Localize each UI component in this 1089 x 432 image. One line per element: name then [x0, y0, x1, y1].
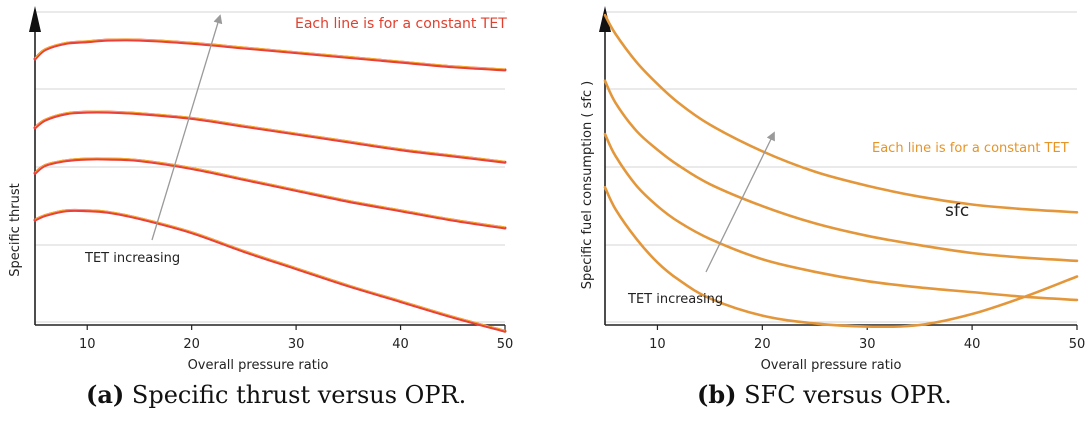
y-axis-label-b: Specific fuel consumption ( sfc ) [580, 81, 595, 290]
caption-a: (a) Specific thrust versus OPR. [86, 380, 466, 409]
series-group-b [603, 13, 1079, 329]
series-line-a-1 [33, 38, 507, 72]
x-tick-label-a-20: 20 [183, 337, 200, 352]
x-tick-label-b-50: 50 [1069, 337, 1086, 352]
y-axis-arrowhead-b [599, 6, 611, 32]
x-tick-label-a-50: 50 [497, 337, 514, 352]
series-highlight-a-1 [34, 38, 506, 70]
y-axis-label-a: Specific thrust [8, 183, 23, 277]
x-tick-label-a-40: 40 [392, 337, 409, 352]
series-line-a-2 [33, 110, 507, 164]
caption-b: (b) SFC versus OPR. [697, 380, 952, 409]
caption-a-text: Specific thrust versus OPR. [131, 381, 467, 409]
x-tick-label-b-10: 10 [649, 337, 666, 352]
series-group-a [33, 38, 507, 333]
x-ticks-a: 10 20 30 40 50 [79, 325, 513, 352]
caption-a-prefix: (a) [86, 380, 125, 409]
grid-a [35, 11, 505, 323]
tet-arrow-b [705, 131, 775, 273]
series-highlight-a-3 [34, 157, 506, 228]
sfc-curve-label: sfc [945, 201, 969, 221]
tet-increasing-label-a: TET increasing [84, 251, 180, 266]
series-line-b-2 [603, 79, 1079, 263]
series-line-a-4 [33, 208, 507, 333]
constant-tet-note-b: Each line is for a constant TET [872, 141, 1069, 156]
tet-increasing-label-b: TET increasing [627, 292, 723, 307]
caption-b-prefix: (b) [697, 380, 737, 409]
y-axis-arrowhead-a [29, 6, 41, 32]
series-line-b-1 [603, 13, 1079, 214]
series-line-b-3 [603, 132, 1079, 302]
constant-tet-note-a: Each line is for a constant TET [295, 16, 507, 32]
x-axis-label-b: Overall pressure ratio [761, 358, 902, 373]
x-tick-label-a-30: 30 [288, 337, 305, 352]
x-axis-label-a: Overall pressure ratio [188, 358, 329, 373]
chart-a: 10 20 30 40 50 Overall pressure ratio Specif… [8, 6, 513, 373]
grid-b [605, 11, 1077, 323]
series-highlight-a-4 [34, 208, 506, 331]
x-tick-label-b-30: 30 [859, 337, 876, 352]
series-highlight-a-2 [34, 110, 506, 162]
x-tick-label-b-40: 40 [964, 337, 981, 352]
x-ticks-b: 10 20 30 40 50 [649, 325, 1085, 352]
x-tick-label-b-20: 20 [754, 337, 771, 352]
series-line-b-4 [603, 185, 1079, 329]
x-tick-label-a-10: 10 [79, 337, 96, 352]
chart-b: 10 20 30 40 50 Overall pressure ratio Specif… [580, 6, 1085, 373]
caption-b-text: SFC versus OPR. [744, 381, 952, 409]
tet-arrow-a [151, 14, 223, 241]
series-line-a-3 [33, 157, 507, 230]
